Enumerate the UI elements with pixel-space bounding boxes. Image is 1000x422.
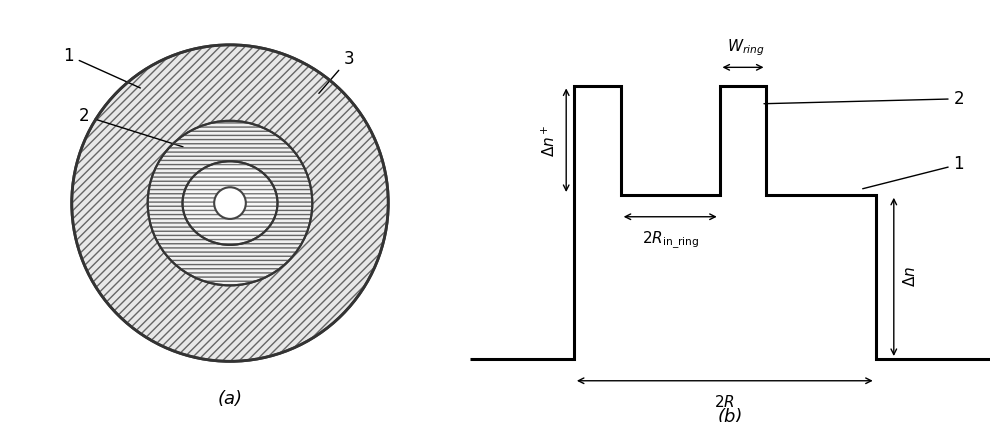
Text: 2: 2 xyxy=(764,90,964,108)
Text: (b): (b) xyxy=(717,408,743,422)
Text: $W_{\mathit{ring}}$: $W_{\mathit{ring}}$ xyxy=(727,38,765,58)
Ellipse shape xyxy=(183,161,277,245)
Text: 1: 1 xyxy=(863,155,964,189)
Text: $2R$: $2R$ xyxy=(714,393,735,409)
Text: 1: 1 xyxy=(63,47,140,88)
Text: $\Delta n^+$: $\Delta n^+$ xyxy=(541,124,558,157)
Text: $2R_{\mathrm{in\_ring}}$: $2R_{\mathrm{in\_ring}}$ xyxy=(642,230,699,251)
Text: $\Delta n$: $\Delta n$ xyxy=(902,266,918,287)
Text: (a): (a) xyxy=(218,390,243,408)
Text: 3: 3 xyxy=(319,50,354,93)
Circle shape xyxy=(72,45,388,361)
Text: 2: 2 xyxy=(79,107,183,147)
Circle shape xyxy=(148,121,312,285)
Circle shape xyxy=(214,187,246,219)
